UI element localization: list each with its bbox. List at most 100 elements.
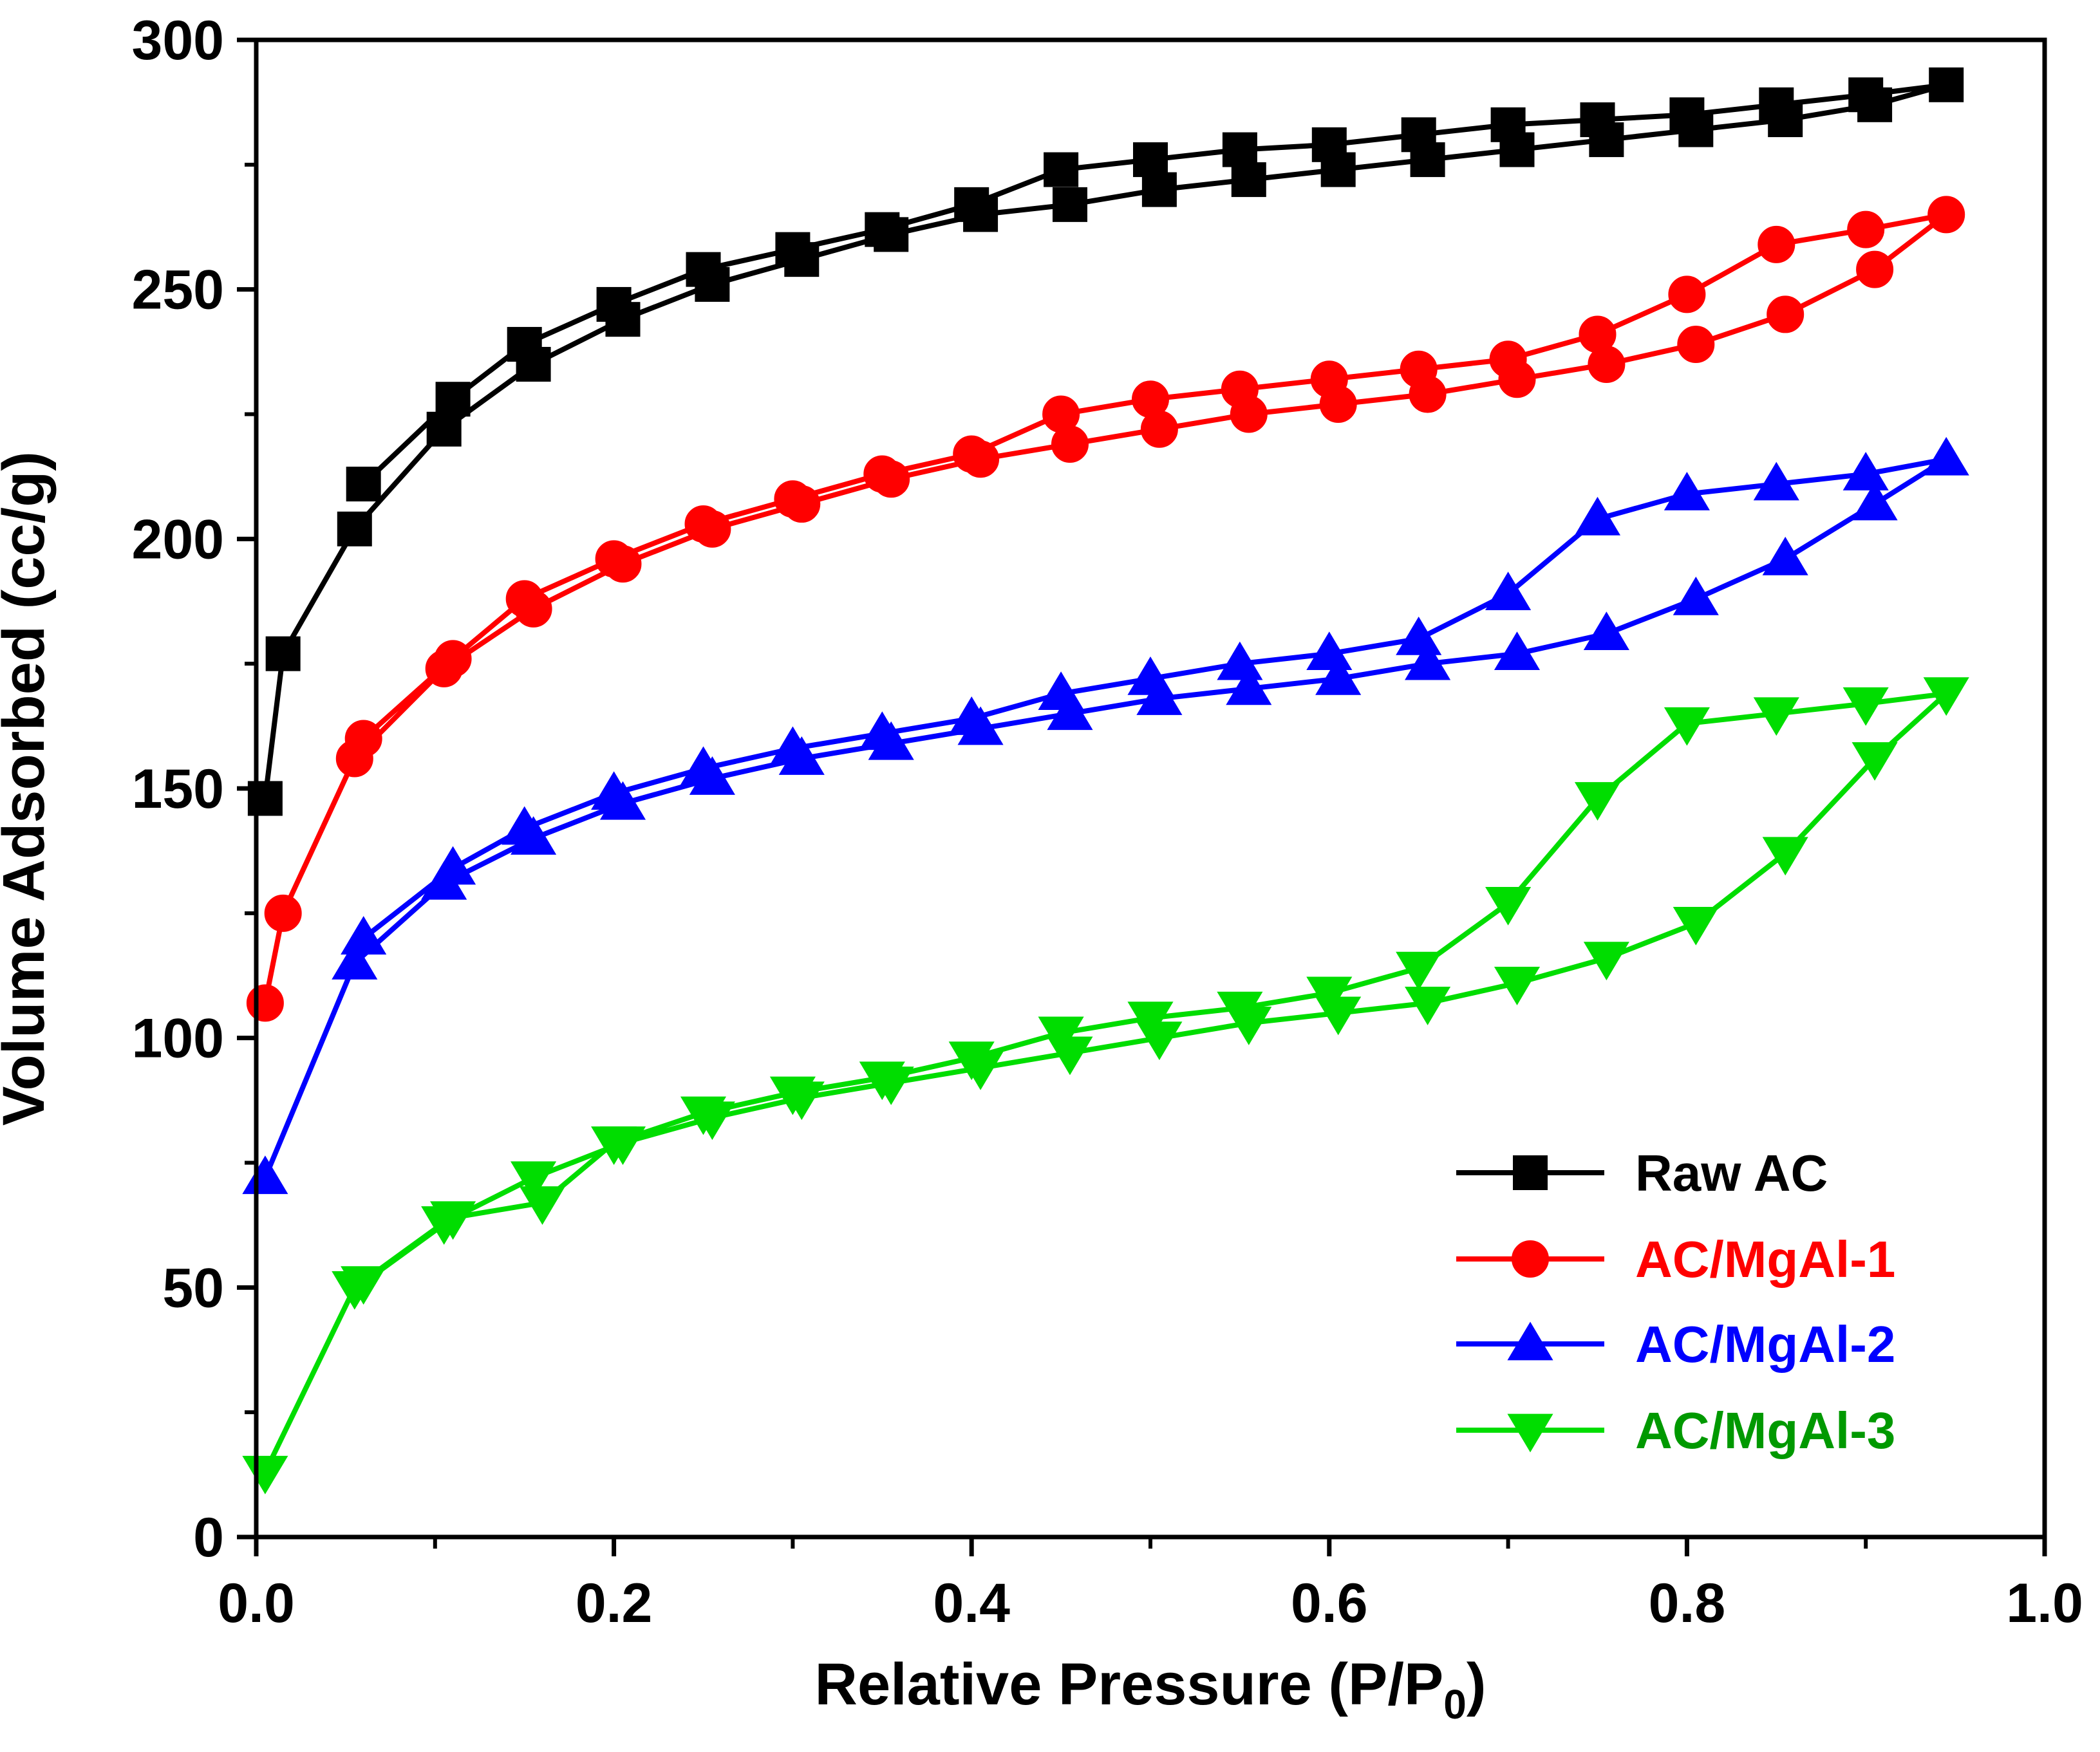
data-point <box>1753 697 1799 736</box>
x-tick-label: 0.0 <box>218 1572 295 1634</box>
data-point <box>346 467 381 502</box>
data-point <box>1401 117 1436 153</box>
data-point <box>1574 782 1621 821</box>
x-axis-title-tail: ) <box>1467 1652 1486 1717</box>
data-point <box>1673 576 1719 615</box>
data-point <box>769 1076 816 1115</box>
data-point <box>1574 496 1621 536</box>
y-tick-label: 100 <box>132 1008 225 1070</box>
data-point <box>1226 666 1272 705</box>
series-2 <box>246 196 1965 1022</box>
x-axis-title: Relative Pressure (P/P0) <box>815 1652 1486 1728</box>
data-point <box>1852 481 1898 521</box>
legend-label: AC/MgAl-2 <box>1635 1316 1895 1373</box>
x-tick-label: 0.2 <box>576 1572 653 1634</box>
data-point <box>1669 97 1705 133</box>
data-point <box>246 984 284 1022</box>
data-point <box>865 212 900 247</box>
y-tick-label: 250 <box>132 259 225 321</box>
data-point <box>505 580 543 618</box>
x-axis-title-main: Relative Pressure (P/P <box>815 1652 1444 1717</box>
data-point <box>1923 436 1969 476</box>
data-point <box>948 1041 995 1081</box>
data-point <box>344 720 382 758</box>
data-point <box>863 455 901 493</box>
data-point <box>332 940 378 980</box>
data-point <box>341 1266 387 1305</box>
data-point <box>859 711 905 750</box>
data-point <box>1042 395 1080 433</box>
data-point <box>1759 87 1794 122</box>
data-point <box>684 505 722 543</box>
legend-marker <box>1507 1413 1553 1453</box>
data-point <box>430 1201 476 1240</box>
data-point <box>1044 152 1079 187</box>
data-point <box>1400 350 1438 388</box>
series-4 <box>242 677 1969 1495</box>
data-point <box>1396 616 1442 655</box>
data-point <box>954 187 989 222</box>
data-point <box>1405 987 1451 1025</box>
series-line <box>263 456 1949 1179</box>
legend: Raw AC AC/MgAl-1 AC/MgAl-2 AC/MgAl-3 <box>1456 1144 1895 1459</box>
legend-marker <box>1512 1240 1549 1278</box>
data-point <box>1583 942 1629 981</box>
data-point <box>1762 536 1808 575</box>
data-point <box>1127 656 1174 695</box>
y-axis-ticks: 0 50 100 150 200 250 300 <box>132 10 256 1569</box>
data-point <box>1405 641 1451 680</box>
data-point <box>1753 461 1799 501</box>
data-point <box>430 846 476 885</box>
y-axis-title: Volume Adsorbed (cc/g) <box>0 451 57 1126</box>
data-point <box>680 1096 727 1135</box>
x-tick-label: 0.6 <box>1291 1572 1368 1634</box>
data-point <box>1306 976 1353 1016</box>
data-point <box>1396 951 1442 991</box>
series-3 <box>242 436 1969 1195</box>
data-point <box>265 636 301 671</box>
data-point <box>859 1061 905 1101</box>
data-point <box>1306 631 1353 671</box>
series-1 <box>247 67 1964 816</box>
data-point <box>502 806 548 845</box>
y-tick-label: 300 <box>132 10 225 71</box>
y-tick-label: 0 <box>193 1507 224 1569</box>
data-point <box>1668 275 1706 313</box>
data-point <box>1673 906 1719 946</box>
data-point <box>1842 687 1889 726</box>
data-point <box>1929 67 1964 102</box>
data-point <box>1494 967 1541 1005</box>
data-point <box>1052 187 1087 222</box>
legend-label: Raw AC <box>1635 1144 1828 1202</box>
data-point <box>1580 102 1615 138</box>
data-point <box>1847 210 1885 248</box>
data-point <box>264 894 302 932</box>
data-point <box>426 411 462 447</box>
legend-label: AC/MgAl-3 <box>1635 1402 1895 1459</box>
data-point <box>1311 127 1347 162</box>
data-point <box>519 1186 566 1225</box>
x-axis-title-subscript: 0 <box>1443 1681 1467 1728</box>
data-point <box>1848 77 1884 113</box>
data-point <box>591 1126 637 1165</box>
data-point <box>1490 107 1526 142</box>
data-point <box>595 540 633 578</box>
data-point <box>1217 991 1263 1030</box>
data-point <box>341 916 387 955</box>
data-point <box>1315 656 1362 695</box>
data-point <box>775 232 811 267</box>
data-point <box>1038 1016 1084 1056</box>
data-point <box>1221 370 1259 408</box>
data-point <box>434 640 472 678</box>
legend-marker <box>1513 1155 1548 1190</box>
data-point <box>1927 196 1965 234</box>
data-point <box>1767 295 1805 333</box>
data-point <box>1758 225 1795 263</box>
data-point <box>1664 707 1710 746</box>
legend-label: AC/MgAl-1 <box>1635 1231 1895 1288</box>
data-point <box>769 726 816 765</box>
y-tick-label: 50 <box>162 1257 224 1319</box>
y-tick-label: 150 <box>132 758 225 820</box>
